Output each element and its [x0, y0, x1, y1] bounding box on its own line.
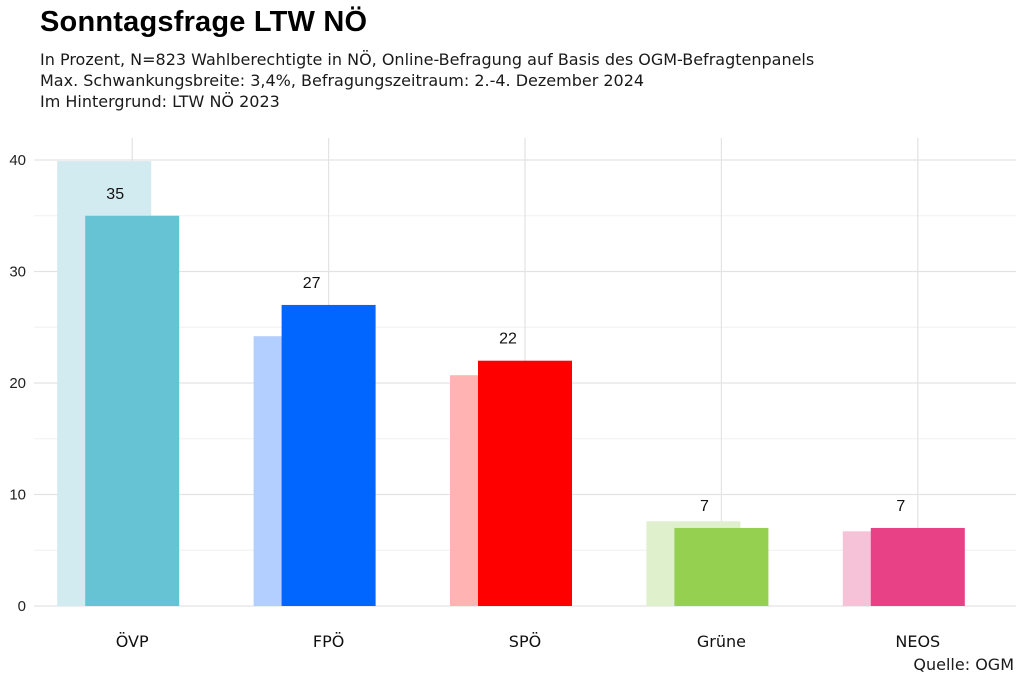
x-tick-label: Grüne	[697, 632, 746, 651]
labels-layer: 0 10 20 30 40 35 ÖVP 27 FPÖ 22 SPÖ 7 Grüne 7 NEOS	[9, 152, 940, 651]
foreground-bar	[281, 304, 376, 606]
y-tick-label: 10	[9, 487, 26, 504]
data-label: 27	[303, 275, 321, 292]
y-tick-label: 20	[9, 375, 26, 392]
foreground-bar	[85, 215, 180, 606]
chart-subtitle-line-1: In Prozent, N=823 Wahlberechtigte in NÖ,…	[40, 50, 815, 69]
x-tick-label: NEOS	[895, 632, 940, 651]
foreground-bar	[478, 360, 572, 606]
bars-layer	[57, 161, 965, 607]
x-tick-label: FPÖ	[313, 632, 344, 651]
chart-title: Sonntagsfrage LTW NÖ	[40, 6, 368, 38]
data-label: 7	[700, 498, 709, 515]
chart-subtitle-line-3: Im Hintergrund: LTW NÖ 2023	[40, 92, 280, 111]
y-tick-label: 40	[9, 152, 26, 169]
source-note: Quelle: OGM	[913, 655, 1014, 674]
x-tick-label: ÖVP	[116, 632, 149, 651]
foreground-bar	[870, 527, 965, 606]
data-label: 22	[499, 331, 517, 348]
x-tick-label: SPÖ	[509, 632, 541, 651]
data-label: 35	[106, 186, 124, 203]
foreground-bar	[674, 527, 769, 606]
y-tick-label: 0	[18, 598, 26, 615]
chart-subtitle-line-2: Max. Schwankungsbreite: 3,4%, Befragungs…	[40, 71, 645, 90]
data-label: 7	[896, 498, 905, 515]
y-tick-label: 30	[9, 264, 26, 281]
